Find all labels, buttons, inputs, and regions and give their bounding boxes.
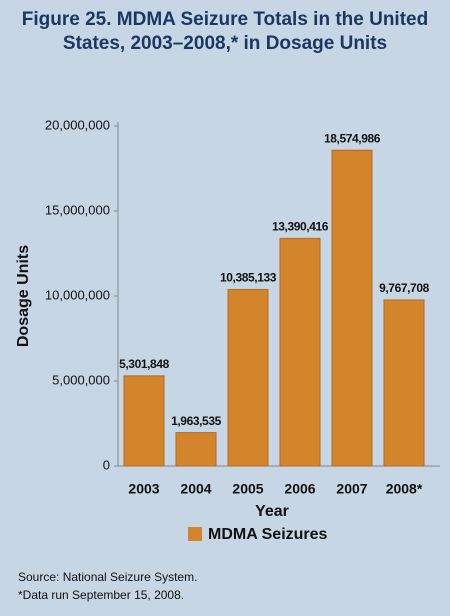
y-tick-label: 20,000,000 [45, 117, 110, 132]
x-tick-label: 2008* [386, 481, 423, 497]
source-note: Source: National Seizure System. [18, 570, 197, 584]
x-tick-label: 2003 [128, 481, 159, 497]
y-tick-label: 10,000,000 [45, 287, 110, 302]
x-tick-label: 2007 [336, 481, 367, 497]
y-tick-label: 5,000,000 [52, 372, 110, 387]
value-label: 13,390,416 [272, 220, 329, 234]
x-axis-title: Year [255, 503, 289, 520]
bar [227, 288, 269, 467]
y-tick-label: 0 [103, 457, 110, 472]
x-tick-label: 2005 [232, 481, 263, 497]
value-label: 9,767,708 [379, 281, 430, 295]
y-tick-label: 15,000,000 [45, 202, 110, 217]
footnote: *Data run September 15, 2008. [18, 588, 184, 602]
value-label: 5,301,848 [119, 357, 170, 371]
x-tick-label: 2004 [180, 481, 211, 497]
bar [175, 432, 217, 467]
legend-label: MDMA Seizures [208, 526, 328, 543]
bar [279, 237, 321, 467]
value-label: 1,963,535 [171, 414, 222, 428]
value-label: 10,385,133 [220, 271, 277, 285]
chart-title: Figure 25. MDMA Seizure Totals in the Un… [21, 9, 429, 54]
bar [331, 149, 373, 467]
y-axis-title: Dosage Units [15, 245, 32, 347]
x-tick-label: 2006 [284, 481, 315, 497]
legend-swatch [188, 527, 202, 541]
value-label: 18,574,986 [324, 131, 381, 145]
bar [123, 375, 165, 467]
bar [383, 299, 425, 467]
